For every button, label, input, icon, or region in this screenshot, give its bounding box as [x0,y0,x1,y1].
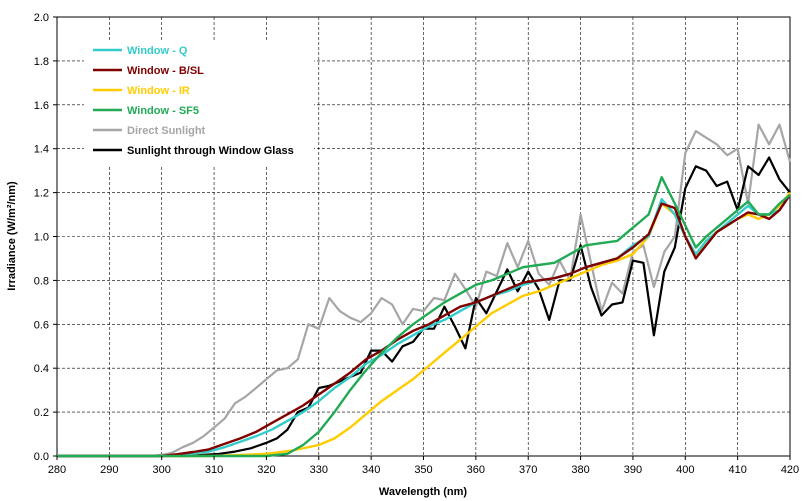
legend-label-3: Window - SF5 [127,105,199,117]
series-line-3 [57,175,791,458]
legend-label-0: Window - Q [127,45,188,57]
legend-box [84,40,314,165]
x-tick-label: 360 [467,464,485,476]
x-tick-label: 370 [519,464,537,476]
x-tick-label: 350 [414,464,432,476]
legend: Window - Q Window - B/SL Window - IR Window… [84,40,314,165]
x-axis-title: Wavelength (nm) [379,486,468,498]
x-tick-label: 380 [571,464,589,476]
y-tick-label: 0.8 [34,275,49,287]
x-tick-label: 320 [257,464,275,476]
x-tick-label: 390 [624,464,642,476]
legend-label-2: Window - IR [127,85,190,97]
grid [57,17,790,456]
x-tick-label: 340 [362,464,380,476]
series-line-5 [57,156,791,458]
x-tick-label: 420 [781,464,799,476]
series-layer [57,123,792,458]
y-tick-label: 1.2 [34,188,49,200]
y-axis-title: Irradiance (W/m²/nm) [6,181,18,291]
series-line-4 [57,123,792,458]
y-tick-label: 0.4 [34,363,49,375]
y-tick-label: 1.0 [34,232,49,244]
x-tick-label: 330 [310,464,328,476]
y-tick-label: 1.8 [34,56,49,68]
x-tick-label: 400 [676,464,694,476]
y-tick-label: 2.0 [34,12,49,24]
legend-label-4: Direct Sunlight [127,125,206,137]
y-tick-label: 0.2 [34,407,49,419]
x-tick-label: 280 [48,464,66,476]
x-tick-label: 310 [205,464,223,476]
y-tick-label: 0.0 [34,451,49,463]
x-axis-ticks: 280 290 300 310 320 330 340 350 360 370 380 390 400 4… [48,456,799,476]
y-tick-label: 1.6 [34,100,49,112]
series-line-1 [57,194,791,458]
y-tick-label: 1.4 [34,144,49,156]
legend-label-5: Sunlight through Window Glass [127,145,294,157]
y-axis-ticks: 0.0 0.2 0.4 0.6 0.8 1.0 1.2 1.4 1.6 1.8 2.0 [34,12,57,463]
x-tick-label: 290 [100,464,118,476]
x-tick-label: 410 [728,464,746,476]
y-tick-label: 0.6 [34,319,49,331]
x-tick-label: 300 [153,464,171,476]
legend-label-1: Window - B/SL [127,65,204,77]
